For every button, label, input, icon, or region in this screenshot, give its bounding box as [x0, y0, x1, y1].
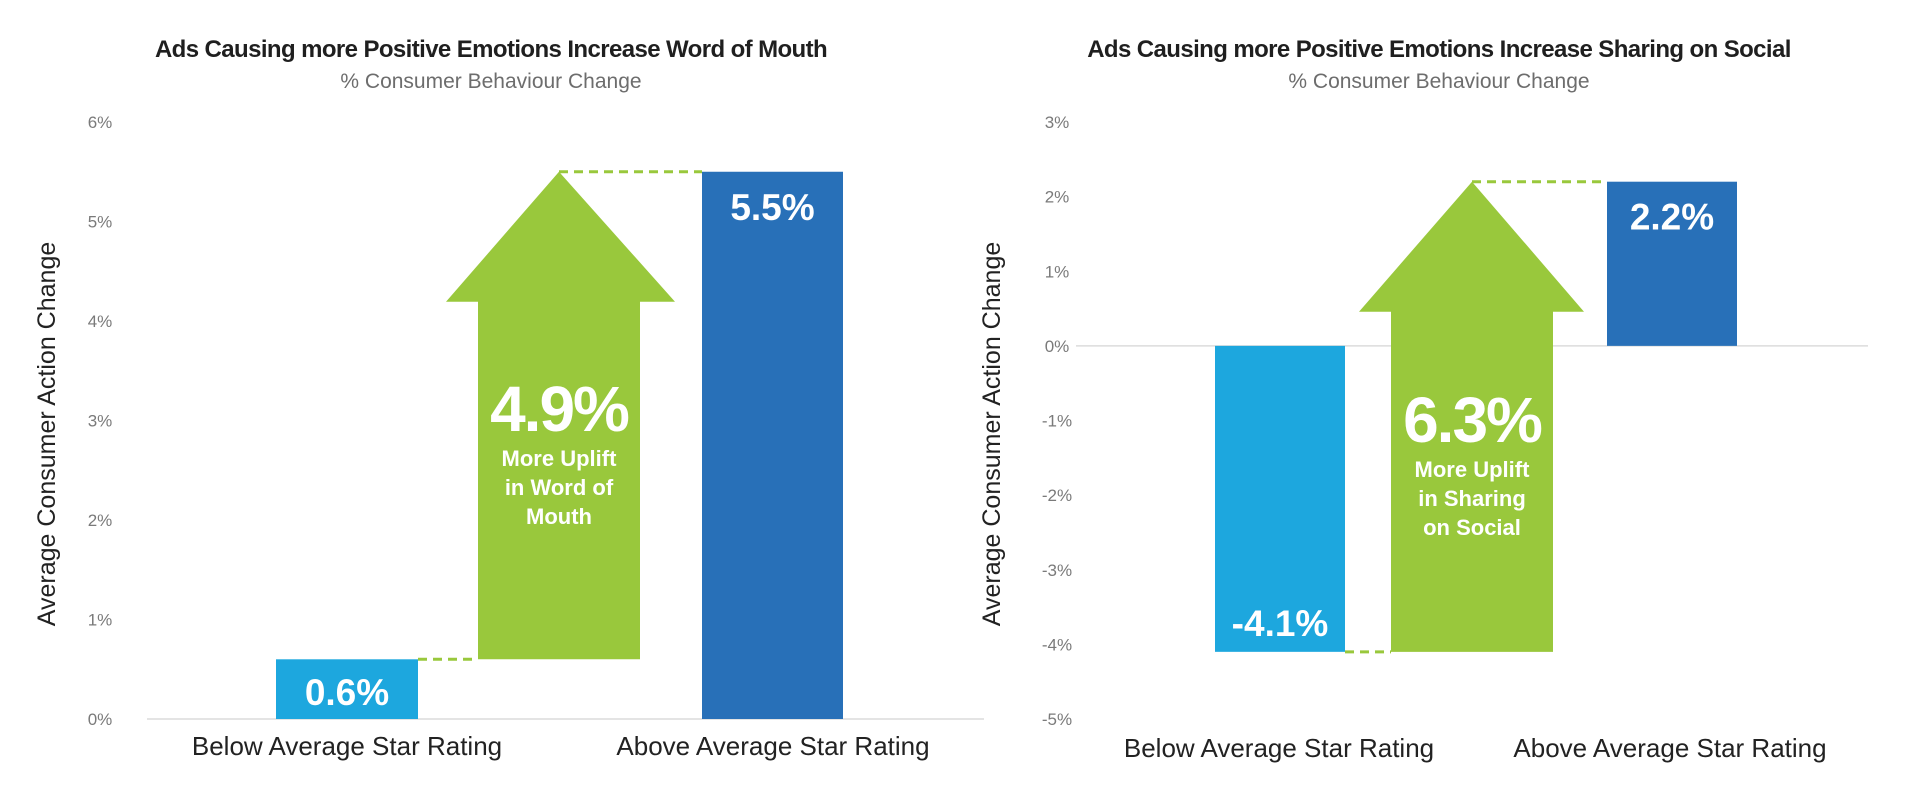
y-tick-label: -2%: [1042, 486, 1072, 505]
uplift-value-label: 6.3%: [1403, 384, 1542, 456]
bar-value-label: 5.5%: [730, 187, 814, 228]
chart-subtitle: % Consumer Behaviour Change: [340, 70, 641, 93]
y-tick-label: 0%: [1045, 337, 1070, 356]
category-label-above: Above Average Star Rating: [616, 731, 929, 761]
chart-sharing-on-social: Ads Causing more Positive Emotions Incre…: [978, 36, 1868, 763]
category-label-below: Below Average Star Rating: [192, 731, 502, 761]
bar-above: [702, 171, 843, 719]
y-tick-label: 6%: [88, 113, 113, 132]
y-axis-label: Average Consumer Action Change: [33, 242, 61, 627]
y-axis-label: Average Consumer Action Change: [978, 242, 1006, 627]
y-tick-label: -1%: [1042, 412, 1072, 431]
y-tick-label: -5%: [1042, 710, 1072, 729]
chart-word-of-mouth: Ads Causing more Positive Emotions Incre…: [33, 36, 984, 761]
bar-below: [1215, 345, 1345, 652]
y-tick-label: 3%: [88, 412, 113, 431]
uplift-note-line: Mouth: [526, 504, 592, 529]
uplift-note-line: More Uplift: [502, 446, 618, 471]
bar-above: [1607, 181, 1737, 346]
y-tick-label: 4%: [88, 312, 113, 331]
uplift-note-line: in Sharing: [1418, 486, 1526, 511]
chart-subtitle: % Consumer Behaviour Change: [1288, 70, 1589, 93]
y-tick-label: 5%: [88, 213, 113, 232]
bar-value-label: 0.6%: [305, 672, 389, 713]
category-label-above: Above Average Star Rating: [1513, 733, 1826, 763]
uplift-arrow: [446, 171, 675, 660]
chart-title: Ads Causing more Positive Emotions Incre…: [155, 36, 827, 63]
category-label-below: Below Average Star Rating: [1124, 733, 1434, 763]
uplift-arrow: [1359, 181, 1584, 652]
bar-below: [276, 659, 418, 719]
uplift-value-label: 4.9%: [490, 373, 629, 445]
y-tick-label: 0%: [88, 710, 113, 729]
uplift-note-line: on Social: [1423, 515, 1521, 540]
bar-value-label: 2.2%: [1630, 197, 1714, 238]
y-tick-label: 2%: [1045, 188, 1070, 207]
y-tick-label: -3%: [1042, 561, 1072, 580]
y-tick-label: 1%: [88, 611, 113, 630]
uplift-note-line: in Word of: [505, 475, 614, 500]
y-tick-label: 1%: [1045, 262, 1070, 281]
y-tick-label: 3%: [1045, 113, 1070, 132]
chart-title: Ads Causing more Positive Emotions Incre…: [1087, 36, 1791, 63]
uplift-note-line: More Uplift: [1415, 457, 1531, 482]
y-tick-label: -4%: [1042, 635, 1072, 654]
bar-value-label: -4.1%: [1232, 603, 1329, 644]
y-tick-label: 2%: [88, 511, 113, 530]
